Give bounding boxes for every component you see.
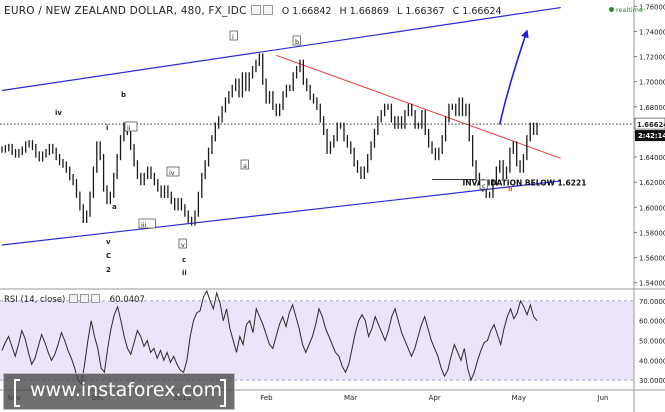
symbol-title: EURO / NEW ZEALAND DOLLAR, 480, FX_IDC — [4, 5, 247, 17]
y-tick-label: 1.54000 — [639, 280, 665, 288]
rsi-pane[interactable] — [0, 289, 634, 386]
rsi-tick-label: 40.0000 — [639, 357, 665, 365]
open-value: O 1.66842 — [281, 6, 332, 17]
y-tick-label: 1.64000 — [639, 154, 665, 162]
wave-label: i — [106, 124, 108, 132]
wave-label: iv — [55, 109, 62, 117]
wave-label: ii — [508, 185, 512, 193]
realtime-label: realtime — [616, 6, 644, 14]
wave-label: c — [182, 256, 186, 264]
x-tick-label: Apr — [429, 394, 441, 402]
rsi-line — [1, 289, 538, 386]
rsi-header: RSI (14, close) 60.0407 — [4, 294, 145, 305]
rsi-tick-label: 70.0000 — [639, 298, 665, 306]
x-tick-label: Jun — [597, 394, 609, 402]
wave-label: C — [106, 252, 111, 260]
x-tick-label: May — [512, 394, 526, 402]
x-tick-label: Feb — [260, 394, 273, 402]
wave-label: ii — [182, 269, 187, 277]
rsi-band — [0, 300, 634, 381]
forecast-arrow — [498, 29, 529, 125]
settings-icon[interactable] — [250, 5, 261, 15]
wave-box — [240, 159, 249, 170]
wave-label: a — [243, 162, 247, 170]
y-tick-label: 1.72000 — [639, 54, 665, 62]
wave-box — [178, 238, 187, 249]
wave-label: iii — [141, 221, 147, 229]
wave-box — [292, 35, 301, 46]
last-price-label: 1.66624 — [637, 121, 665, 129]
lower-channel-line — [1, 180, 561, 246]
close-value: C 1.66624 — [452, 6, 502, 17]
last-price-box — [634, 117, 665, 130]
x-tick-label: Mar — [344, 394, 357, 402]
toggle-icon[interactable] — [262, 5, 273, 15]
wave-box — [229, 30, 238, 41]
rsi-tick-label: 60.0000 — [639, 318, 665, 326]
realtime-status: realtime — [609, 6, 643, 14]
y-tick-label: 1.58000 — [639, 229, 665, 237]
rsi-tick-label: 30.0000 — [639, 377, 665, 385]
countdown-box — [635, 130, 665, 142]
wave-label: b — [121, 91, 126, 99]
rsi-value: 60.0407 — [109, 295, 145, 305]
bracket-right-icon — [220, 379, 226, 407]
y-tick-label: 1.56000 — [639, 255, 665, 263]
wave-label: ii — [127, 124, 131, 132]
y-tick-label: 1.68000 — [639, 104, 665, 112]
y-tick-label: 1.70000 — [639, 79, 665, 87]
status-dot-icon — [609, 7, 614, 12]
wave-label: b — [295, 38, 299, 46]
watermark: www.instaforex.com — [3, 373, 235, 410]
bracket-left-icon — [14, 379, 20, 407]
y-tick-label: 1.76000 — [639, 3, 665, 11]
rsi-settings-icon[interactable] — [68, 294, 78, 303]
wave-box — [479, 179, 488, 190]
wave-box — [166, 166, 180, 177]
wave-label: iv — [169, 169, 175, 177]
resistance-line — [276, 54, 561, 159]
rsi-tick-label: 50.0000 — [639, 337, 665, 345]
wave-label: v — [181, 241, 185, 249]
chart-header: EURO / NEW ZEALAND DOLLAR, 480, FX_IDC O… — [4, 5, 502, 17]
wave-label: c — [482, 182, 486, 190]
y-tick-label: 1.62000 — [639, 179, 665, 187]
wave-label: a — [112, 203, 117, 211]
watermark-text: www.instaforex.com — [30, 379, 223, 401]
wave-box — [124, 121, 138, 132]
wave-label: i — [232, 33, 234, 41]
y-tick-label: 1.74000 — [639, 28, 665, 36]
wave-label: v — [106, 238, 111, 246]
low-value: L 1.66367 — [397, 6, 445, 17]
rsi-close-icon[interactable] — [90, 294, 100, 303]
countdown-label: 2:42:14 — [638, 132, 665, 140]
wave-box — [138, 218, 156, 229]
wave-label: 2 — [106, 266, 111, 274]
invalidation-label: INVALIDATION BELOW 1.6221 — [463, 179, 587, 188]
upper-channel-line — [1, 6, 561, 92]
rsi-label: RSI (14, close) — [4, 295, 66, 305]
rsi-toggle-icon[interactable] — [79, 294, 89, 303]
price-pane[interactable] — [0, 6, 634, 246]
y-tick-label: 1.60000 — [639, 204, 665, 212]
high-value: H 1.66869 — [339, 6, 389, 17]
